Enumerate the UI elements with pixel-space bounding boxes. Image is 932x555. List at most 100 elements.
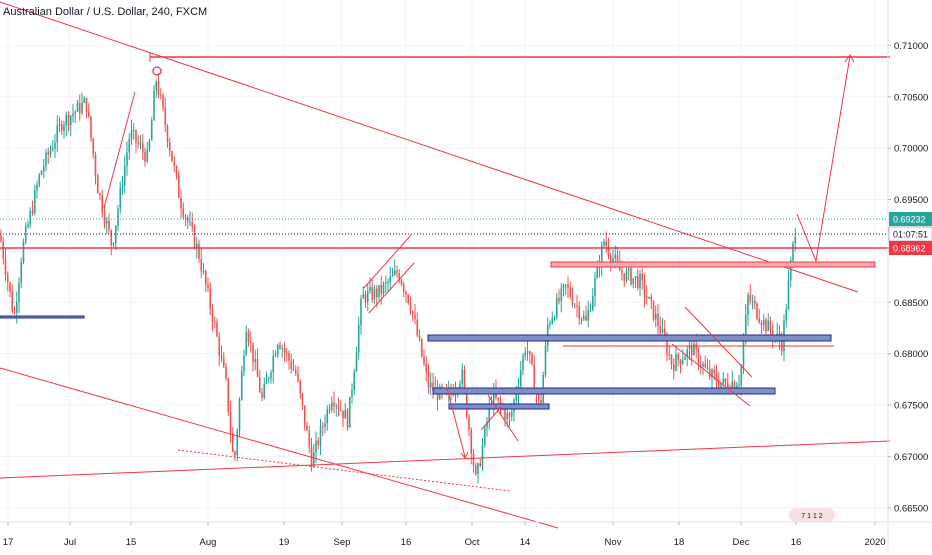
candle-body bbox=[571, 296, 574, 306]
candle-body bbox=[724, 378, 727, 383]
candle-body bbox=[603, 241, 605, 246]
candle-body bbox=[112, 243, 115, 246]
candle-body bbox=[596, 265, 599, 278]
projection-arrow bbox=[796, 55, 851, 263]
last-price-label: 0.69232 bbox=[893, 215, 926, 225]
candle-body bbox=[418, 335, 421, 339]
candle-body bbox=[643, 280, 646, 297]
candle-body bbox=[661, 328, 664, 333]
candle-body bbox=[708, 368, 711, 378]
candle-body bbox=[663, 328, 666, 339]
candle-body bbox=[330, 402, 333, 410]
candle-body bbox=[20, 262, 23, 283]
candle-body bbox=[220, 355, 223, 358]
candle-body bbox=[666, 338, 668, 355]
candle-body bbox=[733, 381, 736, 388]
candle-body bbox=[769, 320, 772, 331]
candle-body bbox=[72, 113, 74, 116]
candle-body bbox=[380, 284, 383, 294]
candle-body bbox=[2, 241, 5, 259]
candle-body bbox=[686, 349, 689, 358]
candle-body bbox=[393, 270, 396, 275]
candle-body bbox=[787, 280, 790, 310]
candle-body bbox=[461, 369, 464, 384]
candle-body bbox=[321, 426, 324, 428]
candle-body bbox=[540, 400, 542, 403]
x-tick-label: 15 bbox=[126, 537, 137, 548]
candle-body bbox=[184, 216, 187, 218]
candle-body bbox=[589, 310, 592, 312]
candle-series bbox=[0, 72, 797, 484]
candle-body bbox=[29, 211, 32, 225]
candle-body bbox=[6, 274, 9, 283]
candle-body bbox=[227, 378, 230, 412]
arrow-head-oct bbox=[460, 451, 469, 459]
candle-body bbox=[702, 364, 704, 367]
candle-body bbox=[348, 396, 351, 428]
candle-body bbox=[549, 323, 551, 325]
candle-body bbox=[751, 301, 754, 303]
candle-body bbox=[148, 140, 151, 150]
candle-body bbox=[706, 367, 709, 369]
trendline-ascending-support bbox=[0, 440, 891, 479]
resistance-price-label-bg bbox=[889, 241, 932, 255]
candle-body bbox=[346, 409, 349, 428]
candle-body bbox=[135, 130, 137, 143]
candle-body bbox=[713, 370, 716, 374]
candle-body bbox=[0, 235, 2, 242]
candle-body bbox=[326, 409, 329, 424]
candle-body bbox=[63, 125, 65, 131]
candle-body bbox=[625, 270, 628, 281]
candle-body bbox=[83, 97, 86, 103]
candle-body bbox=[481, 445, 484, 467]
price-labels: 0.69232 01:07:51 0.68962 bbox=[888, 212, 932, 255]
candle-body bbox=[60, 124, 63, 131]
candle-body bbox=[182, 208, 185, 217]
candle-body bbox=[677, 354, 680, 360]
candle-body bbox=[303, 405, 306, 426]
candle-body bbox=[4, 258, 7, 275]
candle-body bbox=[544, 345, 547, 375]
flag-line-oct bbox=[487, 394, 519, 442]
candle-body bbox=[600, 245, 603, 268]
x-tick-label: 16 bbox=[791, 537, 802, 548]
candle-body bbox=[407, 294, 410, 304]
candle-body bbox=[209, 288, 212, 309]
candle-body bbox=[722, 378, 725, 383]
candle-body bbox=[24, 226, 27, 242]
candle-body bbox=[54, 142, 56, 149]
candle-body bbox=[488, 405, 491, 422]
candle-body bbox=[670, 354, 673, 365]
x-tick-label: 17 bbox=[3, 537, 14, 548]
candle-body bbox=[468, 417, 470, 430]
candle-body bbox=[582, 316, 585, 319]
candle-body bbox=[141, 143, 144, 152]
last-price-label-bg bbox=[889, 212, 932, 226]
candle-body bbox=[411, 311, 414, 315]
candle-body bbox=[11, 291, 14, 312]
candle-body bbox=[684, 357, 686, 360]
candle-body bbox=[668, 354, 671, 356]
candle-body bbox=[265, 379, 268, 384]
candle-body bbox=[551, 318, 554, 324]
candle-body bbox=[609, 255, 612, 262]
candle-body bbox=[312, 452, 315, 467]
candle-body bbox=[119, 187, 122, 210]
candle-body bbox=[168, 142, 171, 151]
candle-body bbox=[103, 212, 106, 224]
candle-body bbox=[195, 243, 198, 248]
y-tick-label: 0.71000 bbox=[894, 41, 928, 52]
candle-body bbox=[576, 305, 578, 307]
candle-body bbox=[189, 221, 191, 223]
candle-body bbox=[324, 423, 326, 428]
candle-body bbox=[355, 352, 358, 372]
candle-body bbox=[225, 366, 227, 379]
candle-body bbox=[15, 302, 18, 313]
countdown-label: 01:07:51 bbox=[893, 230, 928, 240]
x-tick-label: 14 bbox=[520, 537, 531, 548]
trendline-descending-major bbox=[0, 1, 859, 293]
candle-body bbox=[506, 413, 509, 420]
candle-body bbox=[432, 382, 434, 391]
